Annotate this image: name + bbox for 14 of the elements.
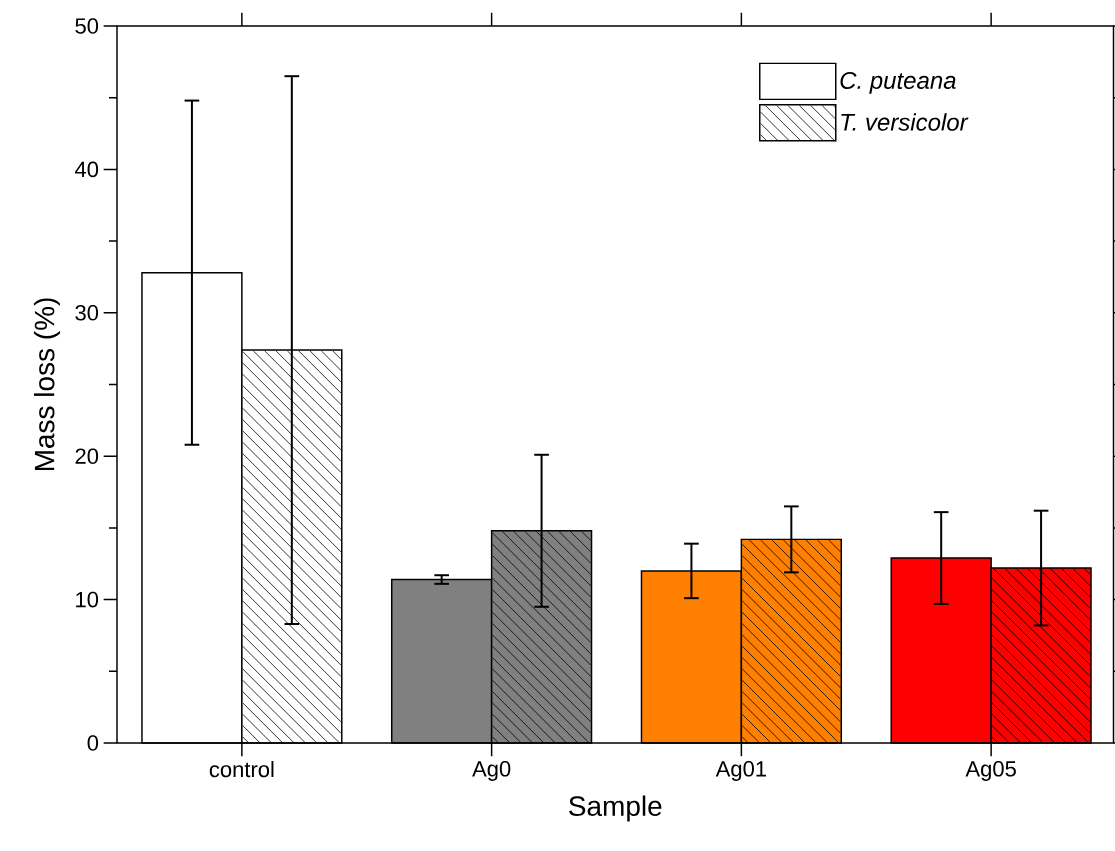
y-tick-label: 0 [87, 735, 99, 751]
x-tick-label: Ag01 [715, 761, 766, 781]
x-tick-label: Ag0 [472, 761, 511, 781]
x-axis-title: Sample [569, 795, 662, 822]
y-tick-label: 40 [74, 161, 99, 178]
legend-label: T. versicolor [841, 113, 969, 131]
y-tick-label: 20 [75, 448, 99, 464]
y-tick-label: 30 [75, 305, 99, 321]
y-tick-label: 50 [75, 18, 99, 34]
x-tick-label: control [209, 761, 274, 778]
x-tick-label: Ag05 [965, 761, 1016, 781]
legend-label: C. puteana [840, 71, 956, 94]
y-axis-title: Mass loss (%) [33, 298, 60, 471]
y-tick-label: 10 [76, 591, 99, 608]
